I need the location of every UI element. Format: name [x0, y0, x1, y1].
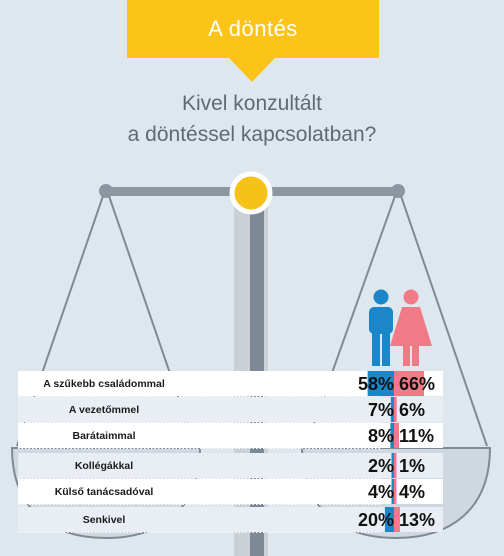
female-value: 6%	[399, 400, 426, 420]
female-bar	[394, 479, 397, 504]
question-line-2: a döntéssel kapcsolatban?	[127, 123, 377, 146]
male-value: 58%	[357, 374, 394, 394]
banner-title: A döntés	[208, 16, 298, 41]
row-band	[18, 479, 443, 504]
female-value: 13%	[399, 510, 436, 530]
table-row: Külső tanácsadóval 4% 4%	[18, 479, 443, 505]
row-label: Külső tanácsadóval	[54, 486, 154, 498]
female-bar	[394, 423, 399, 448]
row-label: Senkivel	[82, 514, 126, 526]
table-row: A szűkebb családommal 58% 66%	[18, 371, 443, 397]
man-icon	[369, 289, 393, 366]
row-band	[18, 507, 443, 532]
female-bar	[394, 371, 424, 396]
woman-icon	[390, 289, 432, 366]
row-band	[18, 453, 443, 478]
male-value: 2%	[367, 456, 394, 476]
row-label: Barátaimmal	[72, 430, 136, 442]
row-label: A vezetőmmel	[68, 404, 140, 416]
male-bar	[391, 453, 394, 478]
female-value: 4%	[399, 482, 426, 502]
male-bar	[367, 371, 394, 396]
male-value: 4%	[367, 482, 394, 502]
female-value: 11%	[399, 426, 435, 446]
male-bar	[390, 397, 394, 422]
pivot-knob	[229, 171, 273, 215]
banner-pointer	[228, 57, 276, 82]
chart-question: Kivel konzultált a döntéssel kapcsolatba…	[0, 88, 504, 150]
row-band	[18, 397, 443, 422]
beam-end-right	[391, 184, 405, 198]
male-value: 8%	[367, 426, 394, 446]
right-pan-string-r	[400, 195, 488, 447]
row-label: A szűkebb családommal	[43, 378, 165, 390]
male-value: 20%	[357, 510, 394, 530]
table-row: Kollégákkal 2% 1%	[18, 453, 443, 479]
table-row: A vezetőmmel 7% 6%	[18, 397, 443, 423]
female-value: 66%	[399, 374, 436, 394]
female-bar	[394, 507, 400, 532]
beam-end-left	[99, 184, 113, 198]
female-value: 1%	[399, 456, 426, 476]
question-line-1: Kivel konzultált	[181, 92, 323, 115]
table-row: Senkivel 20% 13%	[18, 507, 443, 533]
table-row: Barátaimmal 8% 11%	[18, 423, 443, 449]
male-bar	[391, 479, 394, 504]
row-band	[18, 423, 443, 448]
male-bar	[390, 423, 394, 448]
male-value: 7%	[367, 400, 394, 420]
male-bar	[384, 507, 394, 532]
row-label: Kollégákkal	[74, 460, 134, 472]
female-bar	[394, 453, 397, 478]
title-banner: A döntés	[127, 0, 379, 58]
female-bar	[394, 397, 397, 422]
